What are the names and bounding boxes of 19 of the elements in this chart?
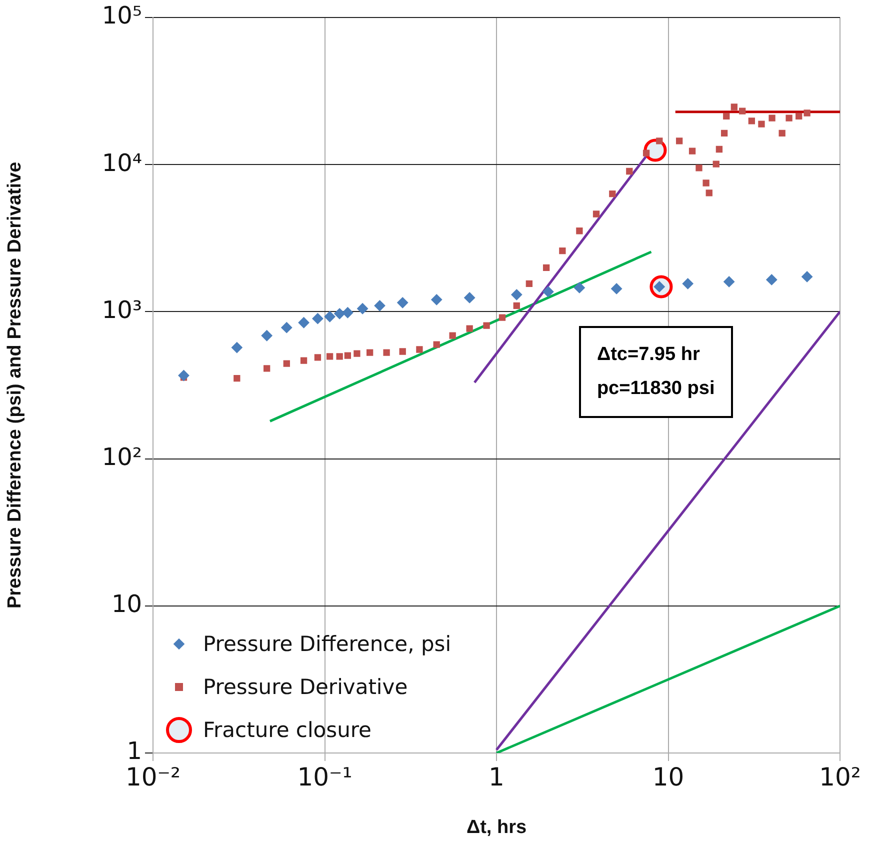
x-tick-label: 10 — [652, 762, 684, 792]
y-tick-label: 10⁴ — [102, 148, 142, 177]
y-tick-label: 10² — [102, 442, 142, 471]
x-tick-label: 10⁻² — [125, 762, 181, 792]
y-tick-label: 10³ — [102, 296, 142, 324]
annotation: Δtc=7.95 hr — [596, 343, 701, 368]
x-tick-label: 10² — [819, 762, 861, 792]
annotation: pc=11830 psi — [596, 377, 715, 402]
x-axis-title: Δt, hrs — [466, 816, 527, 838]
x-tick-label: 10⁻¹ — [297, 762, 352, 792]
legend-label: Pressure Derivative — [203, 674, 408, 698]
y-tick-label: 10⁵ — [102, 2, 142, 30]
legend-label: Fracture closure — [203, 718, 372, 742]
x-tick-label: 1 — [488, 762, 504, 792]
y-tick-label: 1 — [126, 737, 142, 766]
legend-label: Pressure Difference, psi — [203, 632, 452, 656]
y-tick-label: 10 — [111, 590, 142, 618]
y-axis-title: Pressure Difference (psi) and Pressure Derivative — [4, 162, 26, 609]
note-box: Δtc=7.95 hr pc=11830 psi — [578, 326, 733, 418]
